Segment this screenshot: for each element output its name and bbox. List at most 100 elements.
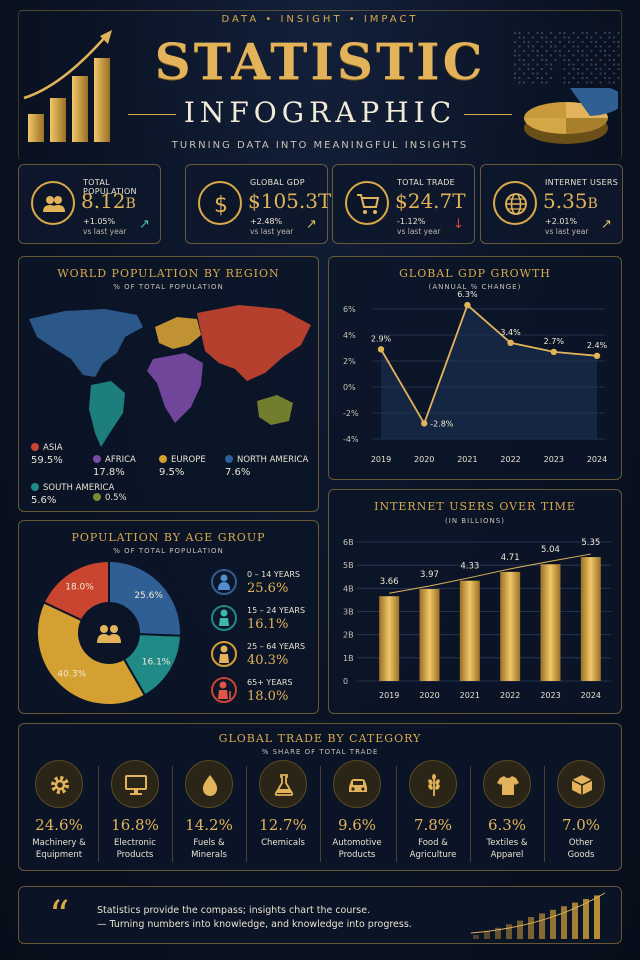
trade-label: Automotive Products (332, 838, 382, 860)
map-dot (531, 49, 535, 53)
map-dot (545, 72, 548, 75)
trend-line (389, 553, 591, 594)
map-dot (590, 63, 593, 66)
trade-item-chemicals: 12.7% Chemicals (246, 760, 320, 849)
trade-value: 16.8% (111, 816, 159, 834)
trade-item-fuels: 14.2% Fuels & Minerals (172, 760, 246, 861)
age-group-panel: POPULATION BY AGE GROUP % OF TOTAL POPUL… (18, 520, 319, 714)
map-dot (513, 49, 517, 53)
trade-label: Fuels & Minerals (191, 838, 227, 860)
trade-label: Machinery & Equipment (32, 838, 86, 860)
rising-bars-decoration (470, 892, 606, 939)
box-icon (557, 760, 605, 808)
page-title: STATISTIC (154, 32, 486, 91)
pie-3d-icon (524, 88, 618, 144)
map-dot (594, 63, 598, 66)
x-tick-label: 2019 (379, 691, 399, 700)
legend-dot (93, 455, 101, 463)
map-dot (599, 49, 602, 53)
map-dot (603, 31, 607, 35)
gdp-point (464, 301, 471, 309)
map-dot (567, 58, 571, 62)
gdp-data-label: 2.7% (544, 337, 565, 346)
deco-bar (495, 927, 501, 939)
people-icon (43, 196, 65, 212)
trade-item-other: 7.0% Other Goods (544, 760, 618, 861)
map-dot (558, 54, 562, 57)
trade-value: 12.7% (259, 816, 307, 834)
bar-data-label: 5.04 (541, 545, 560, 555)
map-dot (603, 49, 607, 53)
map-dot (612, 63, 616, 66)
map-dot (585, 54, 589, 57)
map-dot (536, 49, 539, 53)
map-dot (531, 36, 535, 39)
bar-data-label: 4.33 (460, 562, 479, 572)
trade-label: Electronic Products (114, 838, 156, 860)
map-dot (581, 76, 584, 80)
map-dot (585, 36, 589, 39)
trade-item-textiles: 6.3% Textiles & Apparel (470, 760, 544, 861)
globe-icon (505, 193, 527, 215)
divider (320, 766, 321, 862)
map-dot (599, 67, 602, 71)
trend-up-icon: ↗ (306, 217, 317, 232)
age-value: 40.3% (247, 653, 289, 668)
trade-label: Textiles & Apparel (486, 838, 528, 860)
map-dot (545, 49, 548, 53)
legend-europe: EUROPE 9.5% (159, 455, 206, 478)
map-dot (572, 54, 575, 57)
gdp-growth-panel: GLOBAL GDP GROWTH (ANNUAL % CHANGE) 6% 4%… (328, 256, 622, 480)
trade-value: 14.2% (185, 816, 233, 834)
kpi-label: GLOBAL GDP (250, 178, 305, 187)
car-icon (333, 760, 381, 808)
title-rule-right (464, 114, 512, 115)
map-dot (540, 76, 544, 80)
age-label: 0 – 14 YEARS (247, 570, 300, 579)
map-dot (585, 81, 589, 84)
gdp-data-label: 3.4% (500, 328, 521, 337)
kpi-vs-label: vs last year (83, 227, 127, 236)
map-dot (581, 54, 584, 57)
map-dot (522, 58, 526, 62)
panel-subtitle: (ANNUAL % CHANGE) (428, 283, 522, 291)
map-dot (554, 36, 557, 39)
map-dot (522, 40, 526, 44)
age-label: 25 – 64 YEARS (247, 642, 306, 651)
panel-title: GLOBAL GDP GROWTH (399, 267, 551, 280)
child-icon (211, 569, 237, 595)
internet-bar (580, 557, 601, 681)
map-dot (576, 36, 580, 39)
map-dot (554, 49, 557, 53)
kpi-card-trade: TOTAL TRADE $24.7T -1.12% vs last year ↓ (332, 164, 475, 244)
map-dot (531, 81, 535, 84)
divider (470, 766, 471, 862)
map-dot (608, 58, 611, 62)
map-dot (567, 72, 571, 75)
divider (544, 766, 545, 862)
map-dot (576, 81, 580, 84)
trade-value: 7.0% (561, 816, 601, 834)
map-dot (518, 76, 521, 80)
map-dot (585, 45, 589, 48)
map-dot (599, 58, 602, 62)
map-dot (558, 40, 562, 44)
page-subtitle-title: INFOGRAPHIC (183, 96, 457, 129)
map-dot (563, 67, 566, 71)
map-dot (513, 72, 517, 75)
divider (396, 766, 397, 862)
kpi-label: INTERNET USERS (545, 178, 619, 187)
map-dot (563, 76, 566, 80)
gear-icon (35, 760, 83, 808)
people-icon (97, 625, 121, 643)
trade-item-food: 7.8% Food & Agriculture (396, 760, 470, 861)
map-dot (608, 54, 611, 57)
map-dot (540, 31, 544, 35)
panel-title: WORLD POPULATION BY REGION (57, 267, 280, 280)
x-tick-label: 2021 (460, 691, 480, 700)
divider (98, 766, 99, 862)
map-dot (531, 58, 535, 62)
map-dot (594, 45, 598, 48)
divider (246, 766, 247, 862)
map-dot (576, 58, 580, 62)
